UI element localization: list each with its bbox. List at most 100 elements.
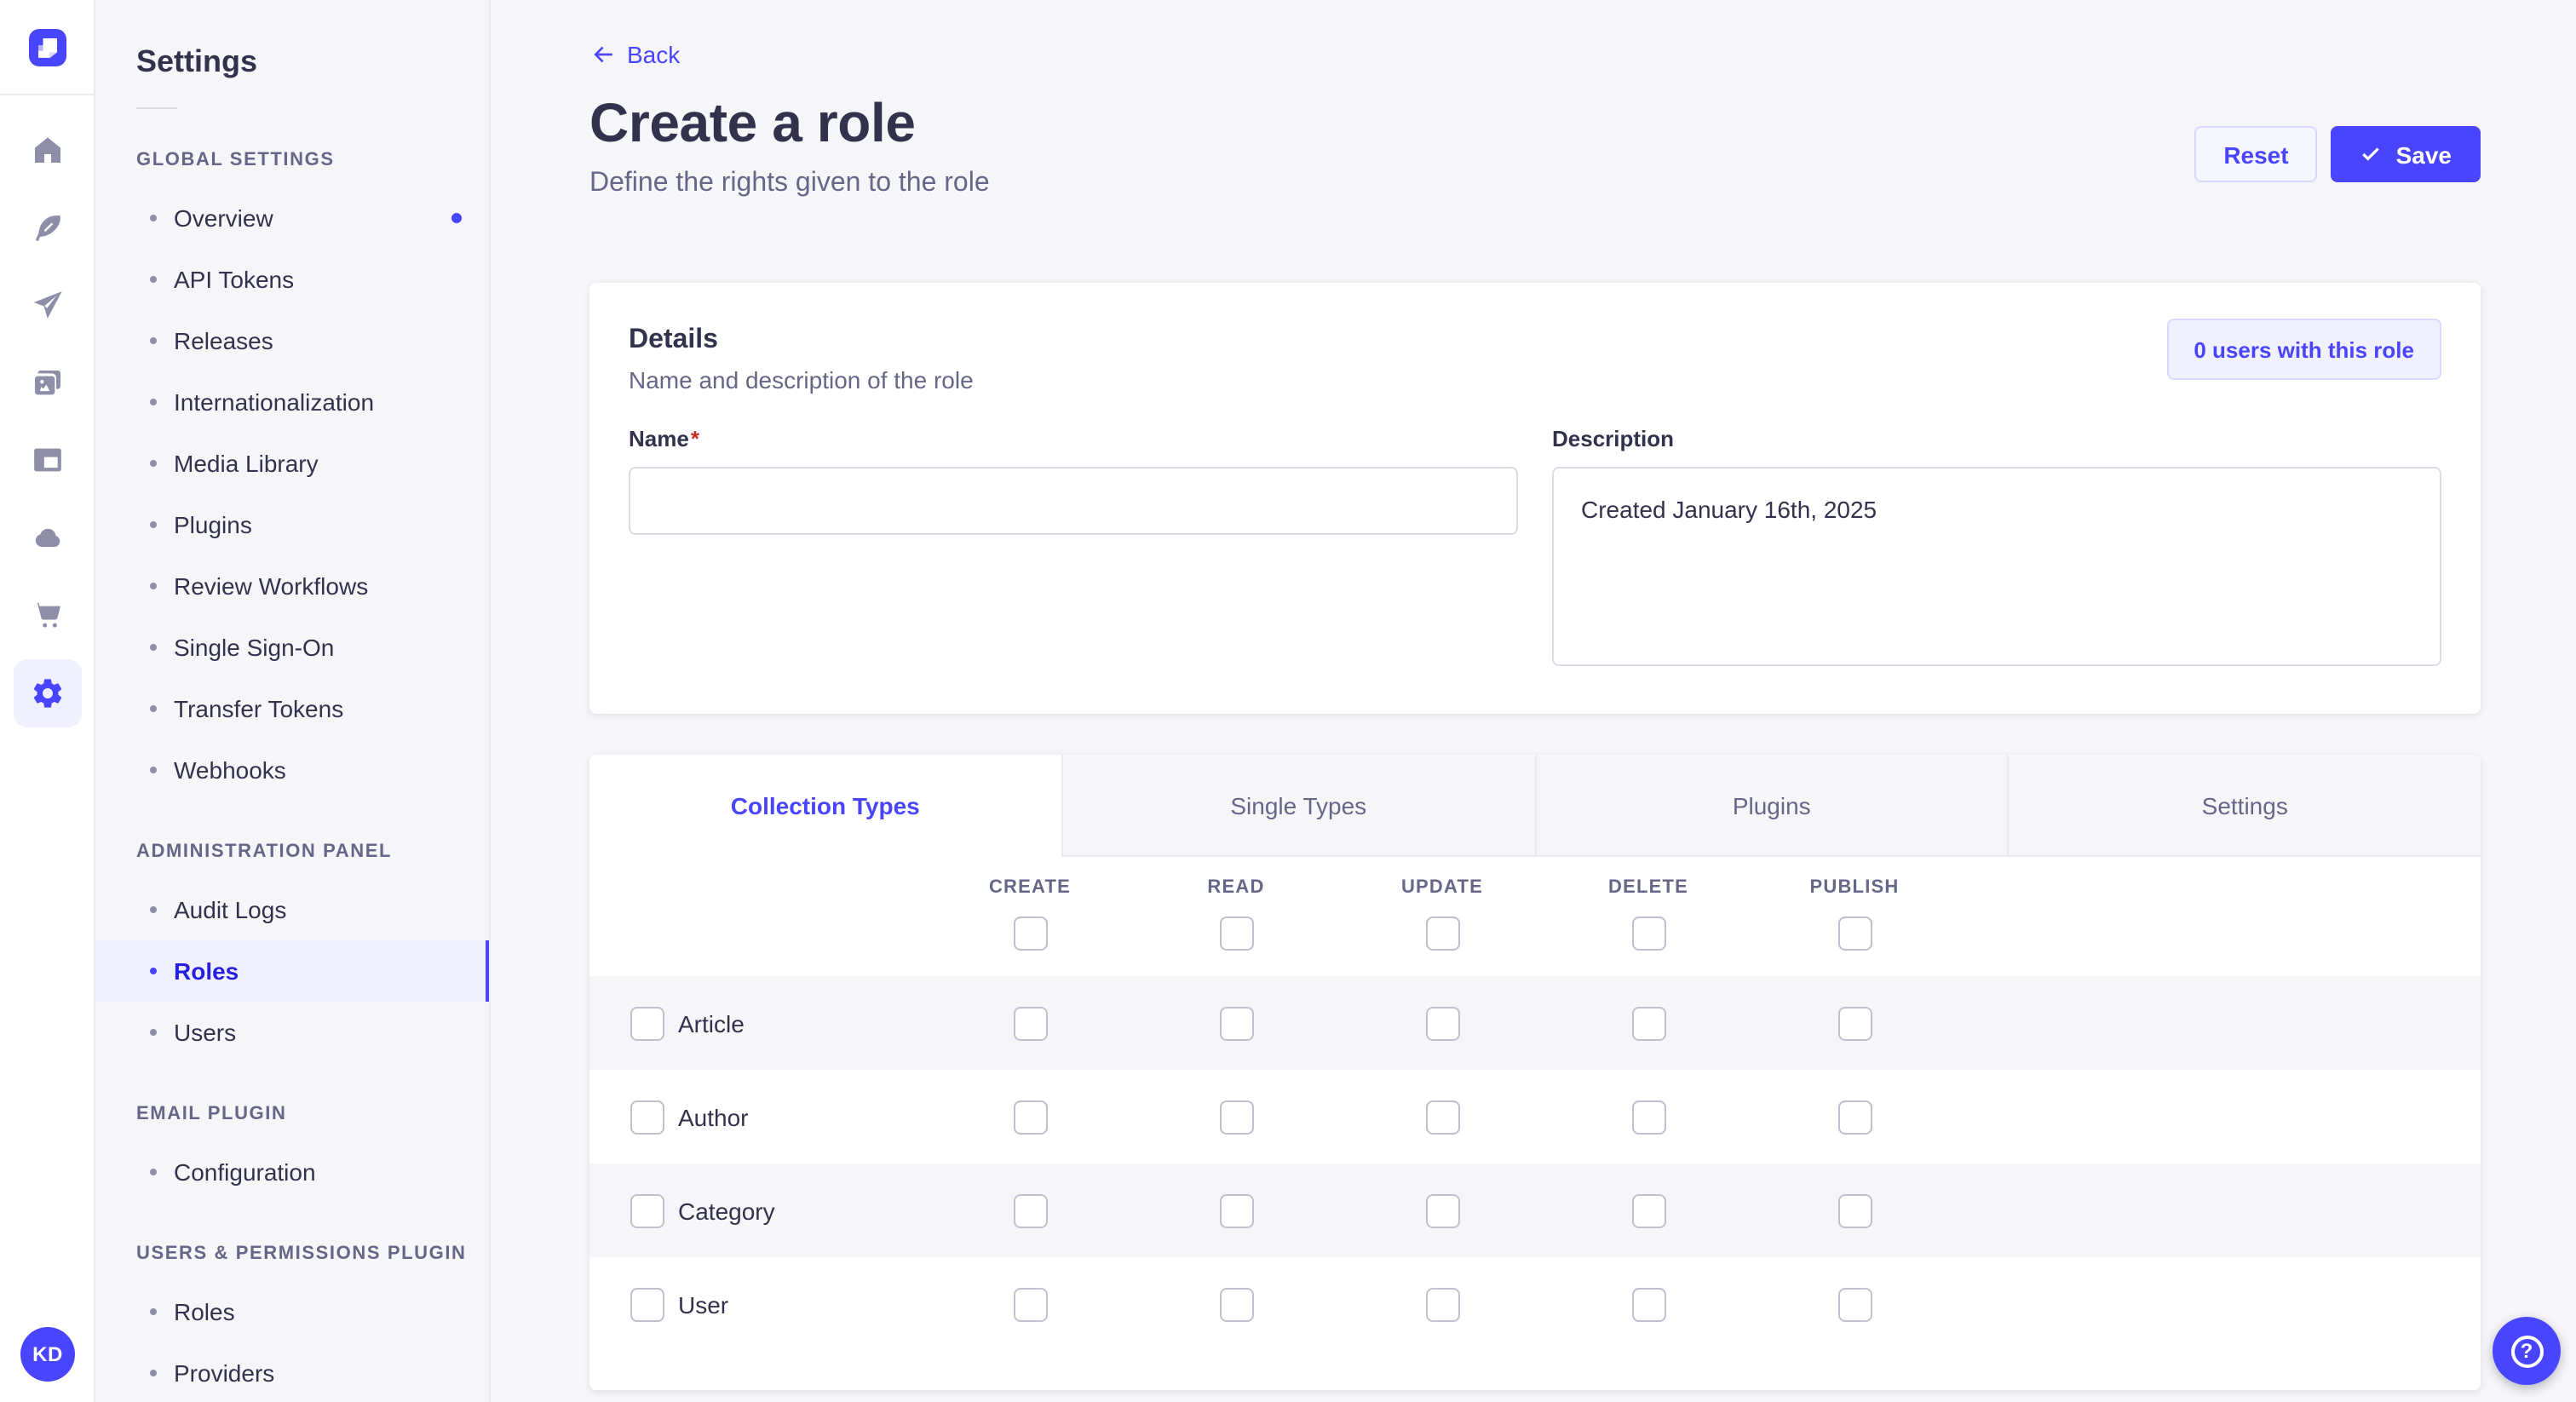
details-card: Details Name and description of the role… [589, 283, 2481, 714]
article-create-checkbox[interactable] [1013, 1006, 1047, 1040]
tab-plugins[interactable]: Plugins [1534, 755, 2008, 857]
name-input[interactable] [629, 467, 1518, 535]
table-row-article: Article [589, 976, 2481, 1070]
rail-icon-list [13, 116, 81, 736]
sidebar-item-releases[interactable]: Releases [95, 310, 489, 371]
user-avatar[interactable]: KD [20, 1327, 75, 1382]
user-update-checkbox[interactable] [1425, 1287, 1459, 1321]
user-create-checkbox[interactable] [1013, 1287, 1047, 1321]
user-read-checkbox[interactable] [1219, 1287, 1253, 1321]
row-label: User [678, 1290, 729, 1318]
select-all-delete-checkbox[interactable] [1631, 916, 1665, 951]
users-with-role-badge[interactable]: 0 users with this role [2166, 319, 2441, 380]
row-checkbox-author[interactable] [630, 1100, 664, 1134]
select-all-publish-checkbox[interactable] [1837, 916, 1872, 951]
media-library-icon[interactable] [13, 348, 81, 417]
row-label: Article [678, 1009, 745, 1037]
sidebar-item-overview[interactable]: Overview [95, 187, 489, 249]
bullet-icon [150, 1169, 157, 1175]
layout-icon[interactable] [13, 426, 81, 494]
article-read-checkbox[interactable] [1219, 1006, 1253, 1040]
select-all-update-checkbox[interactable] [1425, 916, 1459, 951]
sidebar-item-transfer-tokens[interactable]: Transfer Tokens [95, 678, 489, 739]
author-create-checkbox[interactable] [1013, 1100, 1047, 1134]
subnav-section-email-plugin: EMAIL PLUGIN Configuration [95, 1100, 489, 1203]
article-delete-checkbox[interactable] [1631, 1006, 1665, 1040]
arrow-left-icon [594, 46, 612, 63]
permissions-table-header: CREATE READ UPDATE DELETE PUBLISH [589, 857, 2481, 976]
reset-button[interactable]: Reset [2194, 126, 2318, 182]
paper-plane-icon[interactable] [13, 271, 81, 339]
row-checkbox-user[interactable] [630, 1287, 664, 1321]
user-publish-checkbox[interactable] [1837, 1287, 1872, 1321]
sidebar-item-media-library[interactable]: Media Library [95, 433, 489, 494]
section-header: GLOBAL SETTINGS [136, 150, 335, 170]
author-update-checkbox[interactable] [1425, 1100, 1459, 1134]
header-actions: Reset Save [2194, 126, 2481, 199]
article-update-checkbox[interactable] [1425, 1006, 1459, 1040]
sidebar-item-internationalization[interactable]: Internationalization [95, 371, 489, 433]
row-checkbox-category[interactable] [630, 1193, 664, 1227]
settings-gear-icon[interactable] [13, 658, 81, 727]
tab-settings[interactable]: Settings [2007, 755, 2481, 857]
bullet-icon [150, 276, 157, 283]
subnav-section-users-permissions: USERS & PERMISSIONS PLUGIN Roles Provide… [95, 1240, 489, 1402]
main-nav-rail: KD [0, 0, 95, 1402]
main-content: Back Create a role Define the rights giv… [491, 0, 2576, 1402]
category-create-checkbox[interactable] [1013, 1193, 1047, 1227]
bullet-icon [150, 521, 157, 528]
user-delete-checkbox[interactable] [1631, 1287, 1665, 1321]
strapi-logo[interactable] [28, 28, 66, 66]
category-update-checkbox[interactable] [1425, 1193, 1459, 1227]
bullet-icon [150, 460, 157, 467]
tab-collection-types[interactable]: Collection Types [589, 755, 1061, 857]
author-read-checkbox[interactable] [1219, 1100, 1253, 1134]
sidebar-item-audit-logs[interactable]: Audit Logs [95, 879, 489, 940]
author-publish-checkbox[interactable] [1837, 1100, 1872, 1134]
category-read-checkbox[interactable] [1219, 1193, 1253, 1227]
notification-dot-icon [451, 213, 462, 223]
page-header: Create a role Define the rights given to… [589, 68, 2481, 199]
sidebar-item-review-workflows[interactable]: Review Workflows [95, 555, 489, 617]
sidebar-item-providers[interactable]: Providers [95, 1342, 489, 1402]
section-header: USERS & PERMISSIONS PLUGIN [136, 1244, 467, 1264]
table-row-category: Category [589, 1164, 2481, 1257]
sidebar-item-plugins[interactable]: Plugins [95, 494, 489, 555]
bullet-icon [150, 583, 157, 589]
description-textarea[interactable]: Created January 16th, 2025 [1552, 467, 2441, 666]
tab-single-types[interactable]: Single Types [1061, 755, 1534, 857]
sidebar-item-webhooks[interactable]: Webhooks [95, 739, 489, 801]
name-label: Name * [629, 426, 699, 451]
category-delete-checkbox[interactable] [1631, 1193, 1665, 1227]
permissions-tabs: Collection Types Single Types Plugins Se… [589, 755, 2481, 857]
description-label: Description [1552, 426, 1675, 451]
question-mark-icon: ? [2510, 1335, 2543, 1367]
back-link[interactable]: Back [589, 41, 680, 68]
cloud-icon[interactable] [13, 503, 81, 572]
bullet-icon [150, 399, 157, 405]
bullet-icon [150, 1370, 157, 1376]
cart-icon[interactable] [13, 581, 81, 649]
subnav-divider [136, 107, 177, 109]
sidebar-item-users[interactable]: Users [95, 1002, 489, 1063]
sidebar-item-api-tokens[interactable]: API Tokens [95, 249, 489, 310]
page-title: Create a role [589, 92, 916, 153]
sidebar-item-up-roles[interactable]: Roles [95, 1281, 489, 1342]
category-publish-checkbox[interactable] [1837, 1193, 1872, 1227]
article-publish-checkbox[interactable] [1837, 1006, 1872, 1040]
save-button[interactable]: Save [2331, 126, 2481, 182]
row-checkbox-article[interactable] [630, 1006, 664, 1040]
page-subtitle: Define the rights given to the role [589, 169, 990, 198]
author-delete-checkbox[interactable] [1631, 1100, 1665, 1134]
home-icon[interactable] [13, 116, 81, 184]
sidebar-item-configuration[interactable]: Configuration [95, 1141, 489, 1203]
sidebar-item-single-sign-on[interactable]: Single Sign-On [95, 617, 489, 678]
column-header-delete: DELETE [1608, 877, 1688, 898]
select-all-read-checkbox[interactable] [1219, 916, 1253, 951]
select-all-create-checkbox[interactable] [1013, 916, 1047, 951]
help-button[interactable]: ? [2493, 1317, 2561, 1385]
feather-icon[interactable] [13, 193, 81, 261]
sidebar-item-roles[interactable]: Roles [95, 940, 489, 1002]
bullet-icon [150, 767, 157, 773]
